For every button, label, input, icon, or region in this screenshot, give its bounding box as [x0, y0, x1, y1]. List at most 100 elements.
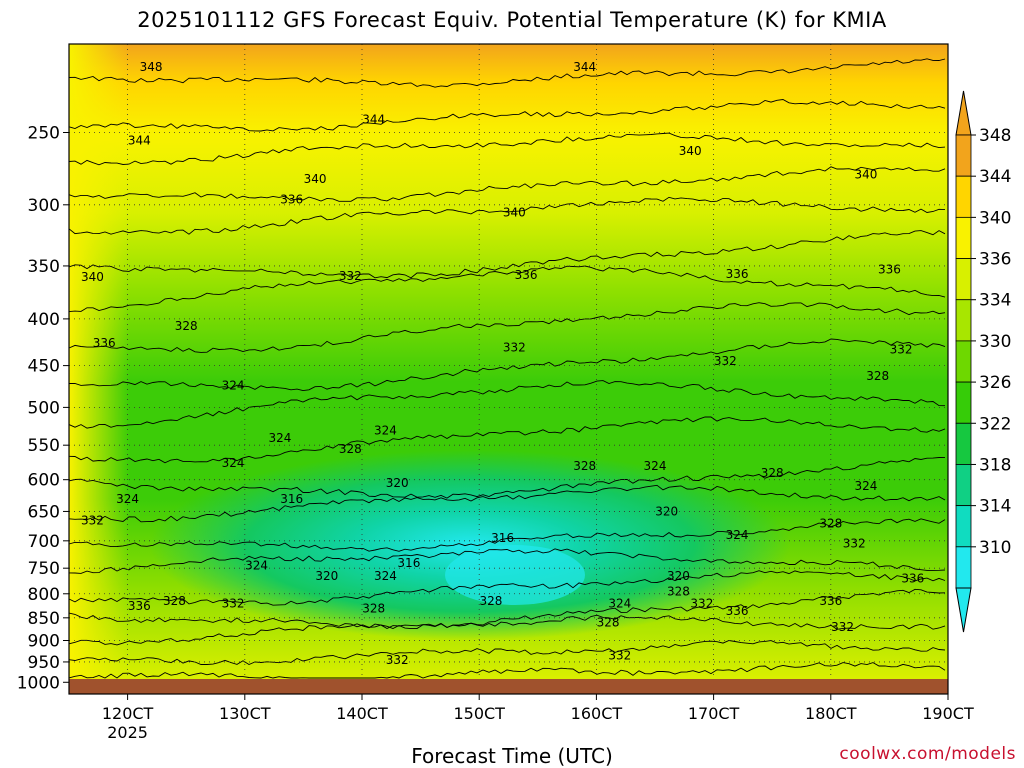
contour-label: 348 — [140, 60, 163, 74]
contour-label: 332 — [714, 354, 737, 368]
contour-line — [69, 338, 946, 392]
colorbar-segment — [955, 175, 972, 218]
y-tick-label: 1000 — [17, 673, 60, 693]
x-tick-label: 170CT — [688, 704, 740, 723]
contour-label: 328 — [667, 584, 690, 598]
contour-line — [68, 302, 946, 353]
x-axis-title: Forecast Time (UTC) — [411, 744, 613, 768]
contour-label: 328 — [866, 369, 889, 383]
contour-label: 324 — [269, 431, 292, 445]
colorbar-segment — [955, 340, 972, 383]
colorbar-tick-label: 330 — [979, 332, 1011, 352]
colorbar-tick-label: 326 — [979, 373, 1011, 393]
contour-label: 332 — [831, 620, 854, 634]
contour-lines — [68, 58, 946, 679]
contour-label: 336 — [726, 604, 749, 618]
contour-label: 332 — [890, 342, 913, 356]
colorbar-tick-label: 322 — [979, 414, 1011, 434]
contour-label: 320 — [386, 476, 409, 490]
x-tick-label: 120CT — [102, 704, 154, 723]
contour-label: 332 — [339, 269, 362, 283]
y-tick-label: 250 — [28, 123, 60, 143]
colorbar-segment — [955, 422, 972, 465]
x-axis: 120CT 130CT 140CT 150CT 160CT 170CT 180CT 190CT… — [102, 694, 974, 742]
contour-label: 340 — [304, 172, 327, 186]
y-tick-label: 750 — [28, 559, 60, 579]
y-tick-label: 450 — [28, 357, 60, 377]
contour-line — [68, 588, 946, 630]
contour-label: 324 — [222, 378, 245, 392]
colorbar-tick-label: 314 — [979, 497, 1011, 517]
contour-line — [68, 99, 946, 132]
contour-label: 332 — [222, 597, 245, 611]
contour-line — [68, 265, 946, 313]
contour-label: 336 — [93, 336, 116, 350]
x-tick-label: 190CT — [922, 704, 974, 723]
colorbar-extend-bottom — [955, 587, 972, 633]
contour-label: 324 — [116, 492, 139, 506]
contour-line — [68, 640, 946, 666]
contour-label: 332 — [843, 537, 866, 551]
contour-label: 328 — [163, 594, 186, 608]
contour-line — [68, 614, 946, 646]
y-tick-label: 950 — [28, 653, 60, 673]
contour-label: 336 — [280, 192, 303, 206]
contour-label: 320 — [655, 504, 678, 518]
contour-label: 336 — [819, 594, 842, 608]
contour-label: 328 — [339, 442, 362, 456]
y-tick-label: 550 — [28, 436, 60, 456]
colorbar-tick-label: 348 — [979, 126, 1011, 146]
colorbar-extend-top — [955, 90, 972, 136]
colorbar-segment — [955, 258, 972, 301]
contour-line — [68, 484, 946, 523]
contour-label: 336 — [726, 267, 749, 281]
contour-label: 336 — [128, 599, 151, 613]
y-tick-label: 700 — [28, 532, 60, 552]
y-tick-label: 900 — [28, 631, 60, 651]
chart-title: 2025101112 GFS Forecast Equiv. Potential… — [137, 8, 887, 32]
colorbar-tick-label: 310 — [979, 538, 1011, 558]
contour-label: 336 — [901, 572, 924, 586]
contour-label: 324 — [726, 528, 749, 542]
contour-label: 344 — [573, 60, 596, 74]
contour-label: 320 — [667, 569, 690, 583]
contour-line — [68, 132, 946, 166]
y-tick-label: 300 — [28, 196, 60, 216]
colorbar-tick-label: 340 — [979, 208, 1011, 228]
contour-line — [68, 380, 946, 429]
y-tick-label: 600 — [28, 471, 60, 491]
contour-label: 320 — [315, 569, 338, 583]
contour-label: 332 — [81, 513, 104, 527]
contour-label: 340 — [503, 206, 526, 220]
contour-line — [68, 230, 946, 279]
x-tick-label: 160CT — [571, 704, 623, 723]
contour-label: 316 — [397, 556, 420, 570]
contour-label: 324 — [222, 456, 245, 470]
y-tick-label: 400 — [28, 310, 60, 330]
x-tick-year: 2025 — [107, 723, 148, 742]
contour-line — [68, 457, 946, 499]
colorbar: 348 344 340 336 334 330 326 322 318 314 310 — [955, 90, 1011, 633]
contour-label: 328 — [573, 459, 596, 473]
y-axis: 2503003504004505005506006507007508008509… — [17, 123, 69, 693]
x-tick-label: 150CT — [453, 704, 505, 723]
colorbar-segment — [955, 505, 972, 548]
contour-label: 340 — [81, 270, 104, 284]
y-tick-label: 800 — [28, 585, 60, 605]
contour-label: 344 — [362, 113, 385, 127]
contour-label: 324 — [608, 597, 631, 611]
credit-link[interactable]: coolwx.com/models — [839, 744, 1016, 764]
ground-layer — [69, 679, 948, 694]
plot-frame — [68, 43, 949, 695]
contour-label: 328 — [479, 594, 502, 608]
x-tick-label: 180CT — [805, 704, 857, 723]
colorbar-tick-label: 334 — [979, 291, 1011, 311]
y-tick-label: 850 — [28, 609, 60, 629]
contour-line — [68, 58, 946, 88]
contour-label: 332 — [608, 649, 631, 663]
contour-label: 336 — [878, 262, 901, 276]
contour-line — [68, 416, 946, 464]
contour-label: 344 — [128, 133, 151, 147]
